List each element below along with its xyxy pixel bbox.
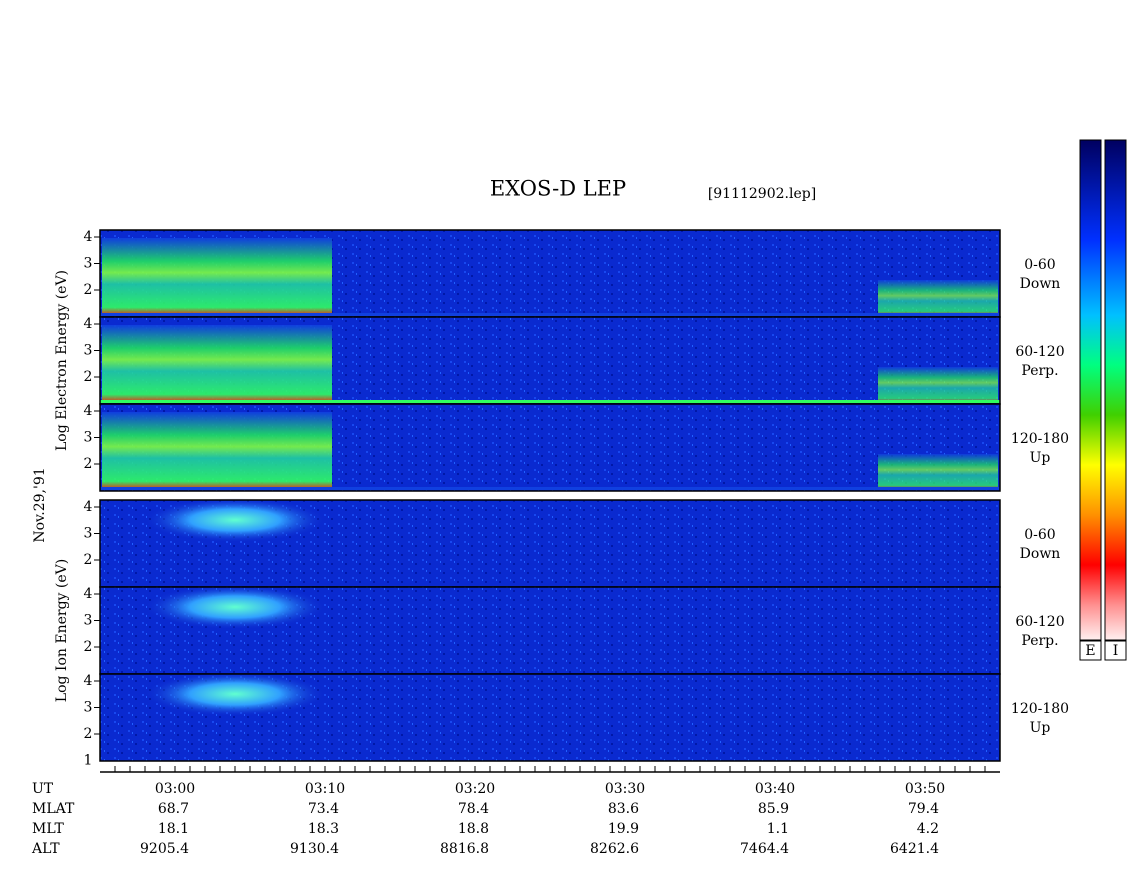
file-name: [91112902.lep] — [708, 186, 816, 202]
panel-label: Down — [1020, 276, 1061, 292]
electron-band — [878, 367, 998, 402]
colorbar — [1079, 139, 1102, 641]
panel-label: Down — [1020, 546, 1061, 562]
y-tick-label: 2 — [84, 552, 93, 568]
row-value: 8816.8 — [440, 841, 489, 857]
row-value: 18.3 — [308, 821, 339, 837]
electron-band — [102, 412, 332, 489]
y-tick-label: 3 — [84, 430, 93, 446]
panel-frame — [99, 403, 1001, 492]
row-label: MLT — [32, 821, 64, 837]
group-label: Log Ion Energy (eV) — [54, 559, 70, 702]
row-label: UT — [32, 781, 54, 797]
panel-frame — [99, 673, 1001, 762]
ion-blob — [145, 585, 325, 629]
y-tick-label: 4 — [84, 586, 93, 602]
row-value: 78.4 — [458, 801, 489, 817]
panel-label: 120-180 — [1011, 701, 1069, 717]
y-tick-label: 2 — [84, 726, 93, 742]
y-tick-label: 4 — [84, 403, 93, 419]
y-tick-label: 4 — [84, 316, 93, 332]
y-tick-label: 3 — [84, 700, 93, 716]
colorbar-box — [1104, 640, 1127, 661]
row-value: 4.2 — [917, 821, 939, 837]
row-value: 18.1 — [158, 821, 189, 837]
row-value: 6421.4 — [890, 841, 939, 857]
row-value: 03:30 — [605, 781, 645, 797]
row-value: 73.4 — [308, 801, 339, 817]
panel-label: 120-180 — [1011, 431, 1069, 447]
y-tick-label: 4 — [84, 499, 93, 515]
panel-label: Up — [1030, 720, 1051, 736]
row-value: 85.9 — [758, 801, 789, 817]
y-tick-label: 2 — [84, 282, 93, 298]
date: Nov.29,'91 — [32, 467, 48, 542]
title: EXOS-D LEP — [490, 177, 626, 201]
colorbar-box — [1079, 640, 1102, 661]
y-tick-label: 4 — [84, 229, 93, 245]
row-value: 03:20 — [455, 781, 495, 797]
row-value: 03:00 — [155, 781, 195, 797]
row-value: 03:50 — [905, 781, 945, 797]
group-label: Log Electron Energy (eV) — [54, 270, 70, 451]
row-value: 19.9 — [608, 821, 639, 837]
electron-band — [102, 325, 332, 402]
colorbar-label: I — [1113, 643, 1119, 659]
colorbar-label: E — [1085, 643, 1095, 659]
row-value: 7464.4 — [740, 841, 789, 857]
row-value: 9130.4 — [290, 841, 339, 857]
y-tick-label: 2 — [84, 456, 93, 472]
colorbar — [1104, 139, 1127, 641]
y-tick-label: 3 — [84, 526, 93, 542]
row-value: 1.1 — [767, 821, 789, 837]
floor — [100, 487, 1000, 490]
panel-label: 60-120 — [1015, 614, 1064, 630]
row-value: 03:40 — [755, 781, 795, 797]
panel-label: Perp. — [1021, 363, 1058, 379]
row-label: MLAT — [32, 801, 75, 817]
y-tick-label: 3 — [84, 256, 93, 272]
electron-band — [102, 238, 332, 315]
electron-band — [878, 454, 998, 489]
row-value: 83.6 — [608, 801, 639, 817]
row-value: 03:10 — [305, 781, 345, 797]
row-value: 68.7 — [158, 801, 189, 817]
row-value: 8262.6 — [590, 841, 639, 857]
panel-label: 60-120 — [1015, 344, 1064, 360]
panel-label: 0-60 — [1024, 257, 1055, 273]
ion-blob — [145, 672, 325, 716]
row-value: 18.8 — [458, 821, 489, 837]
row-label: ALT — [31, 841, 60, 857]
panel-label: 0-60 — [1024, 527, 1055, 543]
floor — [100, 313, 1000, 316]
electron-band — [878, 280, 998, 315]
y-tick-label: 3 — [84, 343, 93, 359]
ion-blob — [145, 498, 325, 542]
panel-label: Perp. — [1021, 633, 1058, 649]
y-tick-label: 3 — [84, 613, 93, 629]
y-tick-label: 2 — [84, 639, 93, 655]
floor — [100, 400, 1000, 403]
y-tick-label: 1 — [84, 753, 93, 769]
y-tick-label: 4 — [84, 673, 93, 689]
row-value: 79.4 — [908, 801, 939, 817]
panel-label: Up — [1030, 450, 1051, 466]
y-tick-label: 2 — [84, 369, 93, 385]
row-value: 9205.4 — [140, 841, 189, 857]
